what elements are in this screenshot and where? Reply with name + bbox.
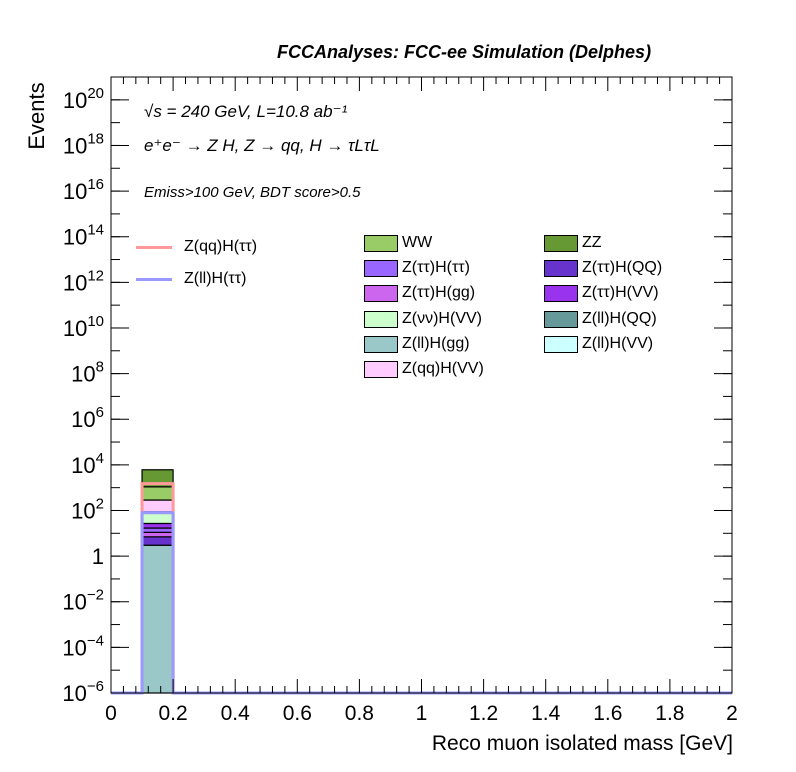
stack-bar-2: [141, 531, 174, 538]
legend-item-zqq-hvv: Z(qq)H(VV): [364, 360, 484, 378]
legend-label: Z(ll)H(gg): [402, 335, 470, 352]
legend-line-swatch: [136, 277, 172, 281]
legend-swatch: [364, 234, 398, 252]
legend-item-zll-hgg: Z(ll)H(gg): [364, 335, 470, 353]
legend-item-zz: ZZ: [544, 234, 602, 252]
y-tick-label: 1010: [63, 313, 104, 341]
x-axis-title: Reco muon isolated mass [GeV]: [431, 732, 733, 755]
y-axis-title: Events: [24, 82, 49, 150]
legend-swatch: [364, 360, 398, 378]
stack-bar-0: [141, 544, 174, 694]
x-tick-label: 0.6: [283, 702, 312, 725]
y-tick-label: 1016: [63, 176, 104, 204]
selection-label: Emiss>100 GeV, BDT score>0.5: [144, 184, 361, 201]
x-tick-label: 0.4: [221, 702, 251, 725]
legend-item-ztautau-hvv: Z(ττ)H(VV): [544, 284, 659, 302]
legend-item-ztautau-hgg: Z(ττ)H(gg): [364, 284, 475, 302]
tick-labels-layer: 0 0.2 0.4 0.6 0.8 1 1.2 1.4 1.6 1.8 2 10−6 10−4 10−2 1…: [62, 85, 737, 725]
energy-lumi-label: √s = 240 GeV, L=10.8 ab⁻¹: [144, 102, 348, 121]
legend-item-ztautau-hqq: Z(ττ)H(QQ): [544, 259, 662, 277]
legend-signal-2: Z(ll)H(ττ): [136, 270, 246, 288]
legend-item-zll-hvv: Z(ll)H(VV): [544, 335, 653, 353]
bars-layer: [141, 469, 174, 694]
legend-swatch: [544, 284, 578, 302]
stack-bar-7: [141, 486, 174, 501]
legend-label: Z(ττ)H(ττ): [402, 259, 470, 276]
x-tick-label: 0.8: [345, 702, 374, 725]
legend-swatch: [364, 284, 398, 302]
legend-item-znunu-hvv: Z(νν)H(VV): [364, 310, 482, 328]
legend-label: Z(ll)H(ττ): [184, 270, 247, 287]
plot-frame: [110, 76, 733, 694]
legend-label: Z(ττ)H(VV): [582, 284, 659, 301]
y-tick-label: 10−6: [62, 678, 104, 706]
y-tick-label: 104: [71, 450, 104, 478]
legend-label: Z(ττ)H(QQ): [582, 259, 663, 276]
signals-layer: [111, 482, 732, 695]
legend-label: Z(νν)H(VV): [402, 310, 482, 327]
y-tick-label: 1020: [63, 85, 104, 113]
legend-label: Z(ll)H(QQ): [582, 310, 657, 327]
legend-item-ztautau-htautau: Z(ττ)H(ττ): [364, 259, 470, 277]
x-tick-label: 2: [726, 702, 738, 725]
x-tick-label: 1.2: [469, 702, 498, 725]
process-label: e⁺e⁻ → Z H, Z → qq, H → τLτL: [144, 136, 380, 155]
legend-swatch: [364, 259, 398, 277]
signal-line-0: [111, 482, 732, 695]
x-tick-label: 1.8: [655, 702, 684, 725]
legend-line-swatch: [136, 245, 172, 249]
x-tick-label: 0.2: [158, 702, 187, 725]
legend-swatch: [544, 234, 578, 252]
legend-swatch: [544, 335, 578, 353]
legend-label: Z(ll)H(VV): [582, 335, 654, 352]
legend-swatch: [364, 310, 398, 328]
legend-signal-1: Z(qq)H(ττ): [136, 238, 257, 256]
stack-bar-1: [141, 536, 174, 546]
legend-item-zll-hqq: Z(ll)H(QQ): [544, 310, 657, 328]
legend-swatch: [544, 310, 578, 328]
header-title: FCCAnalyses: FCC-ee Simulation (Delphes): [277, 42, 652, 62]
y-tick-label: 108: [71, 359, 104, 387]
x-tick-label: 1.4: [531, 702, 561, 725]
x-tick-label: 1.6: [593, 702, 622, 725]
stack-bar-6: [141, 499, 174, 513]
ticks-layer: [110, 77, 733, 694]
legend-item-ww: WW: [364, 234, 432, 252]
x-tick-label: 0: [105, 702, 117, 725]
y-tick-label: 1: [92, 544, 104, 569]
legend-label: ZZ: [582, 234, 602, 251]
legend-swatch: [364, 335, 398, 353]
y-tick-label: 10−2: [62, 587, 104, 615]
y-tick-label: 10−4: [62, 632, 104, 660]
y-tick-label: 106: [71, 404, 104, 432]
x-tick-label: 1: [416, 702, 428, 725]
y-tick-label: 1012: [63, 267, 104, 295]
y-tick-label: 1018: [63, 130, 104, 158]
signal-line-1: [111, 511, 732, 695]
stack-bar-3: [141, 527, 174, 533]
legend-label: Z(qq)H(ττ): [184, 238, 258, 255]
y-tick-label: 1014: [63, 222, 104, 250]
legend-label: Z(qq)H(VV): [402, 360, 484, 377]
stack-bar-4: [141, 522, 174, 529]
legend-label: WW: [402, 234, 433, 251]
y-tick-label: 102: [71, 495, 104, 523]
legend-swatch: [544, 259, 578, 277]
legend-label: Z(ττ)H(gg): [402, 284, 476, 301]
